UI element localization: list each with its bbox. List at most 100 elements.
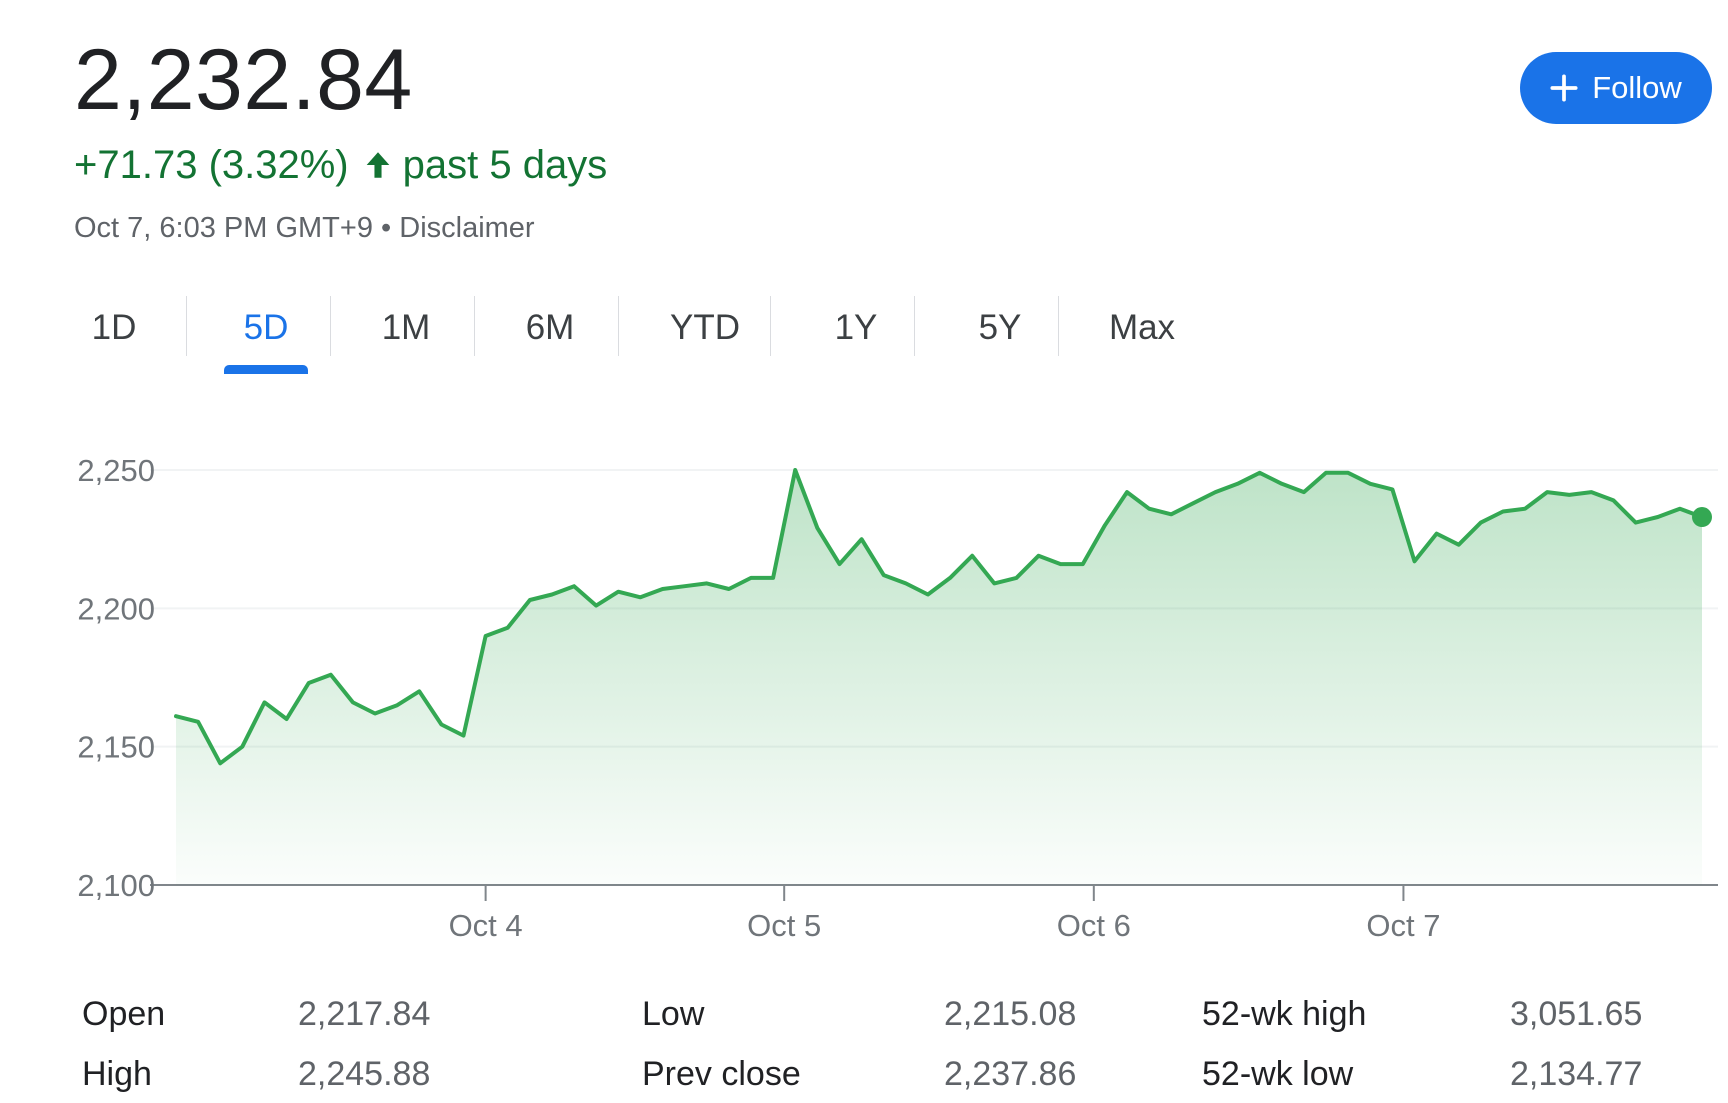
y-tick-label: 2,150 xyxy=(77,730,155,765)
data-point xyxy=(970,554,974,558)
data-point xyxy=(395,703,399,707)
data-point xyxy=(926,593,930,596)
tab-ytd[interactable]: YTD xyxy=(640,296,770,360)
data-point xyxy=(218,761,222,765)
axes: 2,100 2,150 2,200 2,250 Oct 4 Oct 5 Oct 6 Oct 7 xyxy=(77,453,1440,940)
tab-divider xyxy=(330,296,331,356)
data-point xyxy=(1346,471,1350,475)
data-point xyxy=(882,573,886,577)
data-point xyxy=(661,587,665,591)
data-point xyxy=(1368,482,1372,486)
tab-divider xyxy=(186,296,187,356)
data-point xyxy=(1014,576,1018,580)
follow-label: Follow xyxy=(1592,70,1682,105)
tab-1m[interactable]: 1M xyxy=(356,296,456,360)
data-point xyxy=(351,700,355,704)
tab-label: 1D xyxy=(91,308,137,347)
stat-high-label: High xyxy=(82,1055,152,1093)
x-tick-label: Oct 6 xyxy=(1057,908,1131,940)
tab-divider xyxy=(914,296,915,356)
data-point xyxy=(262,700,266,704)
data-point xyxy=(1280,482,1284,486)
y-tick-label: 2,200 xyxy=(77,591,155,626)
stat-low-value: 2,215.08 xyxy=(944,995,1077,1033)
tab-label: 5D xyxy=(243,308,289,347)
tab-label: 5Y xyxy=(978,308,1022,347)
tab-5d[interactable]: 5D xyxy=(214,296,318,374)
data-point xyxy=(1412,559,1416,563)
data-point xyxy=(837,562,841,566)
x-tick-label: Oct 7 xyxy=(1366,908,1440,940)
tab-label: YTD xyxy=(670,308,740,347)
data-point xyxy=(417,689,421,693)
data-point xyxy=(1147,507,1151,511)
data-point xyxy=(705,581,709,585)
price-chart[interactable]: 2,100 2,150 2,200 2,250 Oct 4 Oct 5 Oct 6 Oct 7 xyxy=(0,400,1728,940)
data-point xyxy=(1390,487,1394,491)
stat-open-label: Open xyxy=(82,995,166,1033)
plus-icon xyxy=(1550,74,1578,102)
price-area xyxy=(176,470,1702,885)
data-point xyxy=(683,584,687,588)
data-point xyxy=(1612,498,1616,502)
price-change: +71.73 (3.32%) past 5 days xyxy=(74,140,607,190)
data-point xyxy=(240,745,244,749)
y-tick-label: 2,100 xyxy=(77,868,155,903)
tab-label: 1M xyxy=(381,308,431,347)
data-point xyxy=(484,634,488,638)
disclaimer-link[interactable]: Disclaimer xyxy=(399,212,535,244)
data-point xyxy=(793,468,797,472)
price-line xyxy=(174,468,1704,766)
data-point xyxy=(992,581,996,585)
tab-1d[interactable]: 1D xyxy=(74,296,154,360)
tab-divider xyxy=(474,296,475,356)
data-point xyxy=(1125,490,1129,494)
tab-label: 1Y xyxy=(834,308,878,347)
data-point xyxy=(1479,521,1483,525)
stat-open-value: 2,217.84 xyxy=(298,995,431,1033)
tab-divider xyxy=(618,296,619,356)
data-point xyxy=(1678,507,1682,511)
data-point xyxy=(727,587,731,591)
tab-max[interactable]: Max xyxy=(1082,296,1202,360)
data-point xyxy=(1523,507,1527,511)
data-point xyxy=(550,593,554,596)
meta-separator: • xyxy=(381,212,392,244)
data-point xyxy=(948,576,952,580)
stat-52wk-low-label: 52-wk low xyxy=(1202,1055,1354,1093)
tab-divider xyxy=(770,296,771,356)
change-period: past 5 days xyxy=(402,142,608,187)
data-point xyxy=(1457,543,1461,547)
stat-high-value: 2,245.88 xyxy=(298,1055,431,1093)
data-point xyxy=(1191,501,1195,505)
data-point xyxy=(506,626,510,630)
timestamp: Oct 7, 6:03 PM GMT+9 xyxy=(74,212,373,244)
data-point xyxy=(1545,490,1549,494)
data-point xyxy=(1059,562,1063,566)
data-point xyxy=(749,576,753,580)
data-point xyxy=(1169,512,1173,516)
data-point xyxy=(572,584,576,588)
active-tab-indicator xyxy=(224,365,308,374)
data-point xyxy=(1302,490,1306,494)
data-point xyxy=(285,717,289,721)
tab-5y[interactable]: 5Y xyxy=(940,296,1060,360)
follow-button[interactable]: Follow xyxy=(1520,52,1712,124)
data-point xyxy=(174,714,178,718)
stat-52wk-high-value: 3,051.65 xyxy=(1510,995,1643,1033)
data-point xyxy=(1567,493,1571,497)
data-point xyxy=(594,604,598,608)
data-point xyxy=(1634,521,1638,525)
data-point xyxy=(1656,515,1660,519)
current-price: 2,232.84 xyxy=(74,32,413,128)
key-stats: Open 2,217.84 High 2,245.88 Low 2,215.08… xyxy=(0,990,1728,1100)
x-tick-label: Oct 4 xyxy=(449,908,523,940)
data-point xyxy=(1103,523,1107,527)
data-point xyxy=(528,598,532,602)
current-price-marker[interactable] xyxy=(1692,507,1712,528)
stat-52wk-low-value: 2,134.77 xyxy=(1510,1055,1643,1093)
tab-1y[interactable]: 1Y xyxy=(796,296,916,360)
arrow-up-icon xyxy=(366,152,389,178)
change-value: +71.73 (3.32%) xyxy=(74,142,349,187)
tab-6m[interactable]: 6M xyxy=(500,296,600,360)
